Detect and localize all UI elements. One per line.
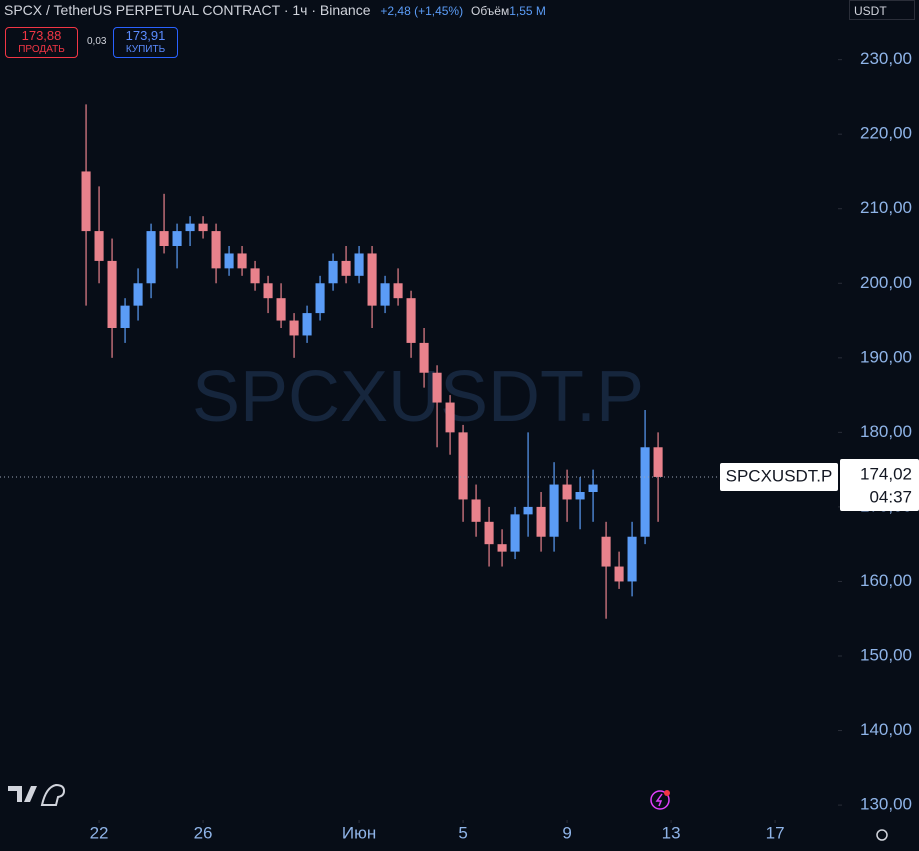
y-tick-label: 150,00 <box>860 645 912 664</box>
candle-body <box>276 298 286 321</box>
symbol-tag-label: SPCXUSDT.P <box>726 466 833 485</box>
y-tick-label: 180,00 <box>860 422 912 441</box>
candle-body <box>536 506 546 537</box>
candle-body <box>133 283 143 306</box>
events-dot <box>664 790 670 796</box>
candle-body <box>432 372 442 403</box>
candle-body <box>289 320 299 336</box>
candle-body <box>419 342 429 373</box>
candle-body <box>94 231 104 261</box>
candle-body <box>380 283 390 306</box>
watermark: SPCXUSDT.P <box>192 357 644 437</box>
y-tick-label: 200,00 <box>860 273 912 292</box>
candle-body <box>120 305 130 328</box>
x-tick-label: Июн <box>342 823 376 842</box>
symbol-title: SPCX / TetherUS PERPETUAL CONTRACT · 1ч … <box>4 2 371 18</box>
candle-body <box>406 298 416 343</box>
y-tick-label: 190,00 <box>860 347 912 366</box>
buy-button[interactable]: 173,91 КУПИТЬ <box>113 27 178 58</box>
buy-label: КУПИТЬ <box>125 44 166 55</box>
candle-body <box>497 544 507 552</box>
sell-button[interactable]: 173,88 ПРОДАТЬ <box>5 27 78 58</box>
sell-price: 173,88 <box>21 28 62 43</box>
events-icon <box>650 790 670 810</box>
y-tick-label: 230,00 <box>860 49 912 68</box>
candle-body <box>614 566 624 582</box>
x-tick-label: 17 <box>766 823 785 842</box>
x-tick-label: 9 <box>562 823 571 842</box>
candle-body <box>471 499 481 522</box>
candle-body <box>237 253 247 269</box>
y-tick-label: 160,00 <box>860 571 912 590</box>
buy-price: 173,91 <box>125 28 166 43</box>
candle-body <box>653 447 663 477</box>
candle-body <box>328 260 338 284</box>
candle-body <box>601 536 611 567</box>
x-tick-label: 22 <box>90 823 109 842</box>
symbol-tag <box>720 462 838 491</box>
candle-body <box>640 447 650 537</box>
candle-body <box>588 484 598 492</box>
volume-label: Объём <box>471 4 510 18</box>
candle-body <box>302 313 312 336</box>
candle-body <box>523 506 533 515</box>
logo-mark <box>8 786 37 802</box>
change: +2,48 (+1,45%) <box>380 4 464 18</box>
events-bolt <box>655 793 663 807</box>
candle-body <box>627 536 637 582</box>
candle-body <box>575 492 585 500</box>
candle-body <box>211 231 221 269</box>
price-tag <box>840 458 919 511</box>
candle-body <box>367 253 377 306</box>
candle-body <box>159 231 169 246</box>
candle-body <box>445 402 455 433</box>
candle-body <box>81 171 91 232</box>
candle-body <box>224 253 234 269</box>
candle-body <box>562 484 572 500</box>
y-tick-label: 210,00 <box>860 198 912 217</box>
x-tick-label: 26 <box>194 823 213 842</box>
candle-body <box>315 283 325 314</box>
candle-body <box>354 253 364 276</box>
sell-label: ПРОДАТЬ <box>18 44 65 55</box>
y-tick-label: 220,00 <box>860 124 912 143</box>
candle-body <box>341 260 351 276</box>
settings-icon <box>876 829 888 841</box>
candle-body <box>484 521 494 545</box>
logo-dino <box>40 783 66 806</box>
candle-body <box>393 283 403 299</box>
price-tag-value: 174,02 <box>860 464 912 483</box>
y-tick-label: 130,00 <box>860 795 912 814</box>
candle-body <box>172 231 182 246</box>
price-tag-countdown: 04:37 <box>869 487 912 506</box>
spread: 0,03 <box>87 36 107 47</box>
x-tick-label: 5 <box>458 823 467 842</box>
volume: 1,55 M <box>509 4 546 18</box>
candle-body <box>510 514 520 552</box>
candle-body <box>458 432 468 500</box>
candle-body <box>549 484 559 537</box>
candle-body <box>263 283 273 299</box>
currency-select[interactable]: USDT <box>849 0 915 20</box>
candle-body <box>185 223 195 232</box>
y-tick-label: 140,00 <box>860 720 912 739</box>
candle-body <box>146 231 156 284</box>
header: SPCX / TetherUS PERPETUAL CONTRACT · 1ч … <box>4 2 546 18</box>
candle-body <box>107 260 117 328</box>
candle-body <box>198 223 208 232</box>
x-tick-label: 13 <box>662 823 681 842</box>
candle-body <box>250 268 260 284</box>
